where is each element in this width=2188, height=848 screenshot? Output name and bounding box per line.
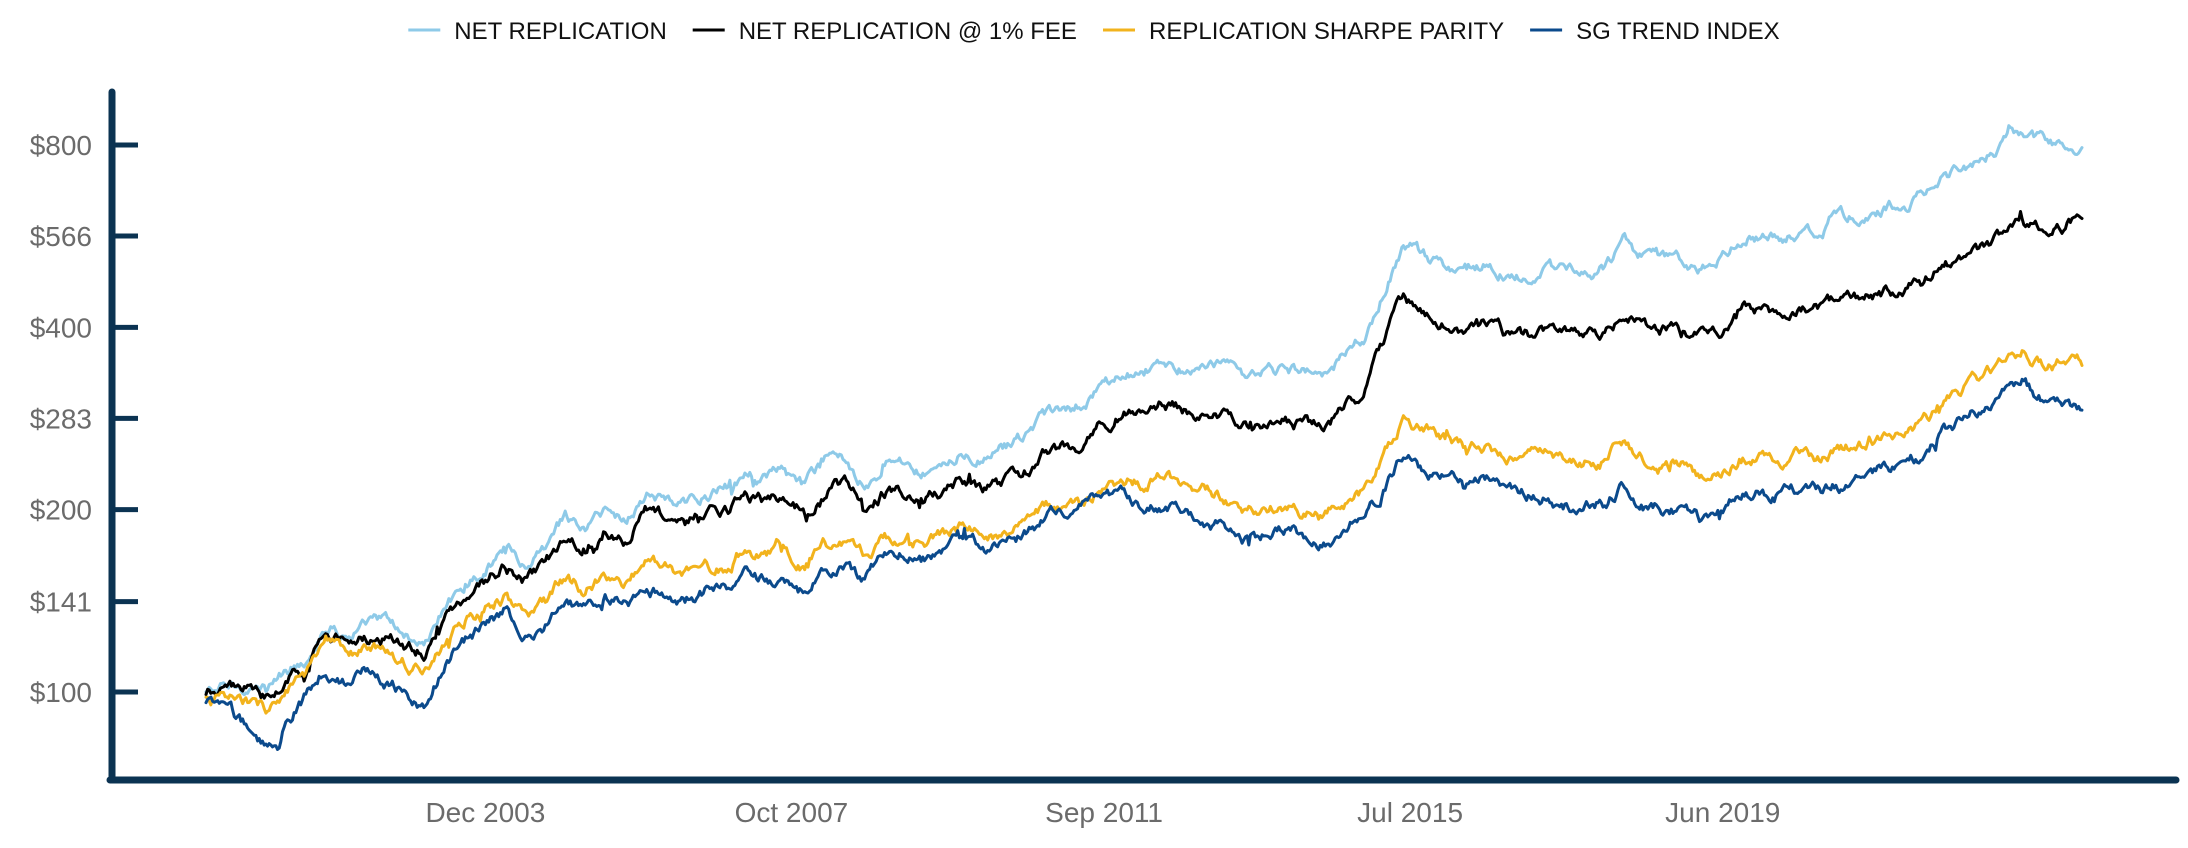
y-tick-label: $100 xyxy=(30,677,92,708)
series-line-replication-sharpe-parity xyxy=(204,349,2084,715)
x-tick-label: Sep 2011 xyxy=(1045,797,1163,828)
legend-item-replication-sharpe-parity: REPLICATION SHARPE PARITY xyxy=(1103,18,1504,45)
chart-legend: NET REPLICATION NET REPLICATION @ 1% FEE R… xyxy=(408,18,1780,45)
legend-label: SG TREND INDEX xyxy=(1576,18,1780,45)
y-tick-label: $200 xyxy=(30,495,92,526)
series-line-sg-trend-index xyxy=(204,377,2084,751)
series-line-net-replication xyxy=(204,124,2084,697)
legend-item-sg-trend-index: SG TREND INDEX xyxy=(1530,18,1780,45)
x-tick-label: Jul 2015 xyxy=(1357,797,1463,828)
y-tick-label: $566 xyxy=(30,221,92,252)
series-layer xyxy=(204,124,2084,751)
series-line-net-replication-1-fee xyxy=(204,210,2084,700)
x-tick-label: Jun 2019 xyxy=(1665,797,1780,828)
y-tick-label: $800 xyxy=(30,130,92,161)
x-tick-label: Oct 2007 xyxy=(735,797,849,828)
legend-label: NET REPLICATION xyxy=(454,18,666,45)
legend-item-net-replication: NET REPLICATION xyxy=(408,18,667,45)
legend-label: REPLICATION SHARPE PARITY xyxy=(1149,18,1504,45)
y-tick-label: $283 xyxy=(30,403,92,434)
x-axis: Dec 2003 Oct 2007 Sep 2011 Jul 2015 Jun 2019 xyxy=(106,776,2180,828)
y-axis: $800 $566 $400 $283 $200 $141 $100 xyxy=(30,88,138,784)
y-tick-label: $400 xyxy=(30,312,92,343)
legend-label: NET REPLICATION @ 1% FEE xyxy=(739,18,1077,45)
y-tick-label: $141 xyxy=(30,587,92,618)
x-tick-label: Dec 2003 xyxy=(425,797,545,828)
legend-item-net-replication-1-fee: NET REPLICATION @ 1% FEE xyxy=(692,18,1077,45)
